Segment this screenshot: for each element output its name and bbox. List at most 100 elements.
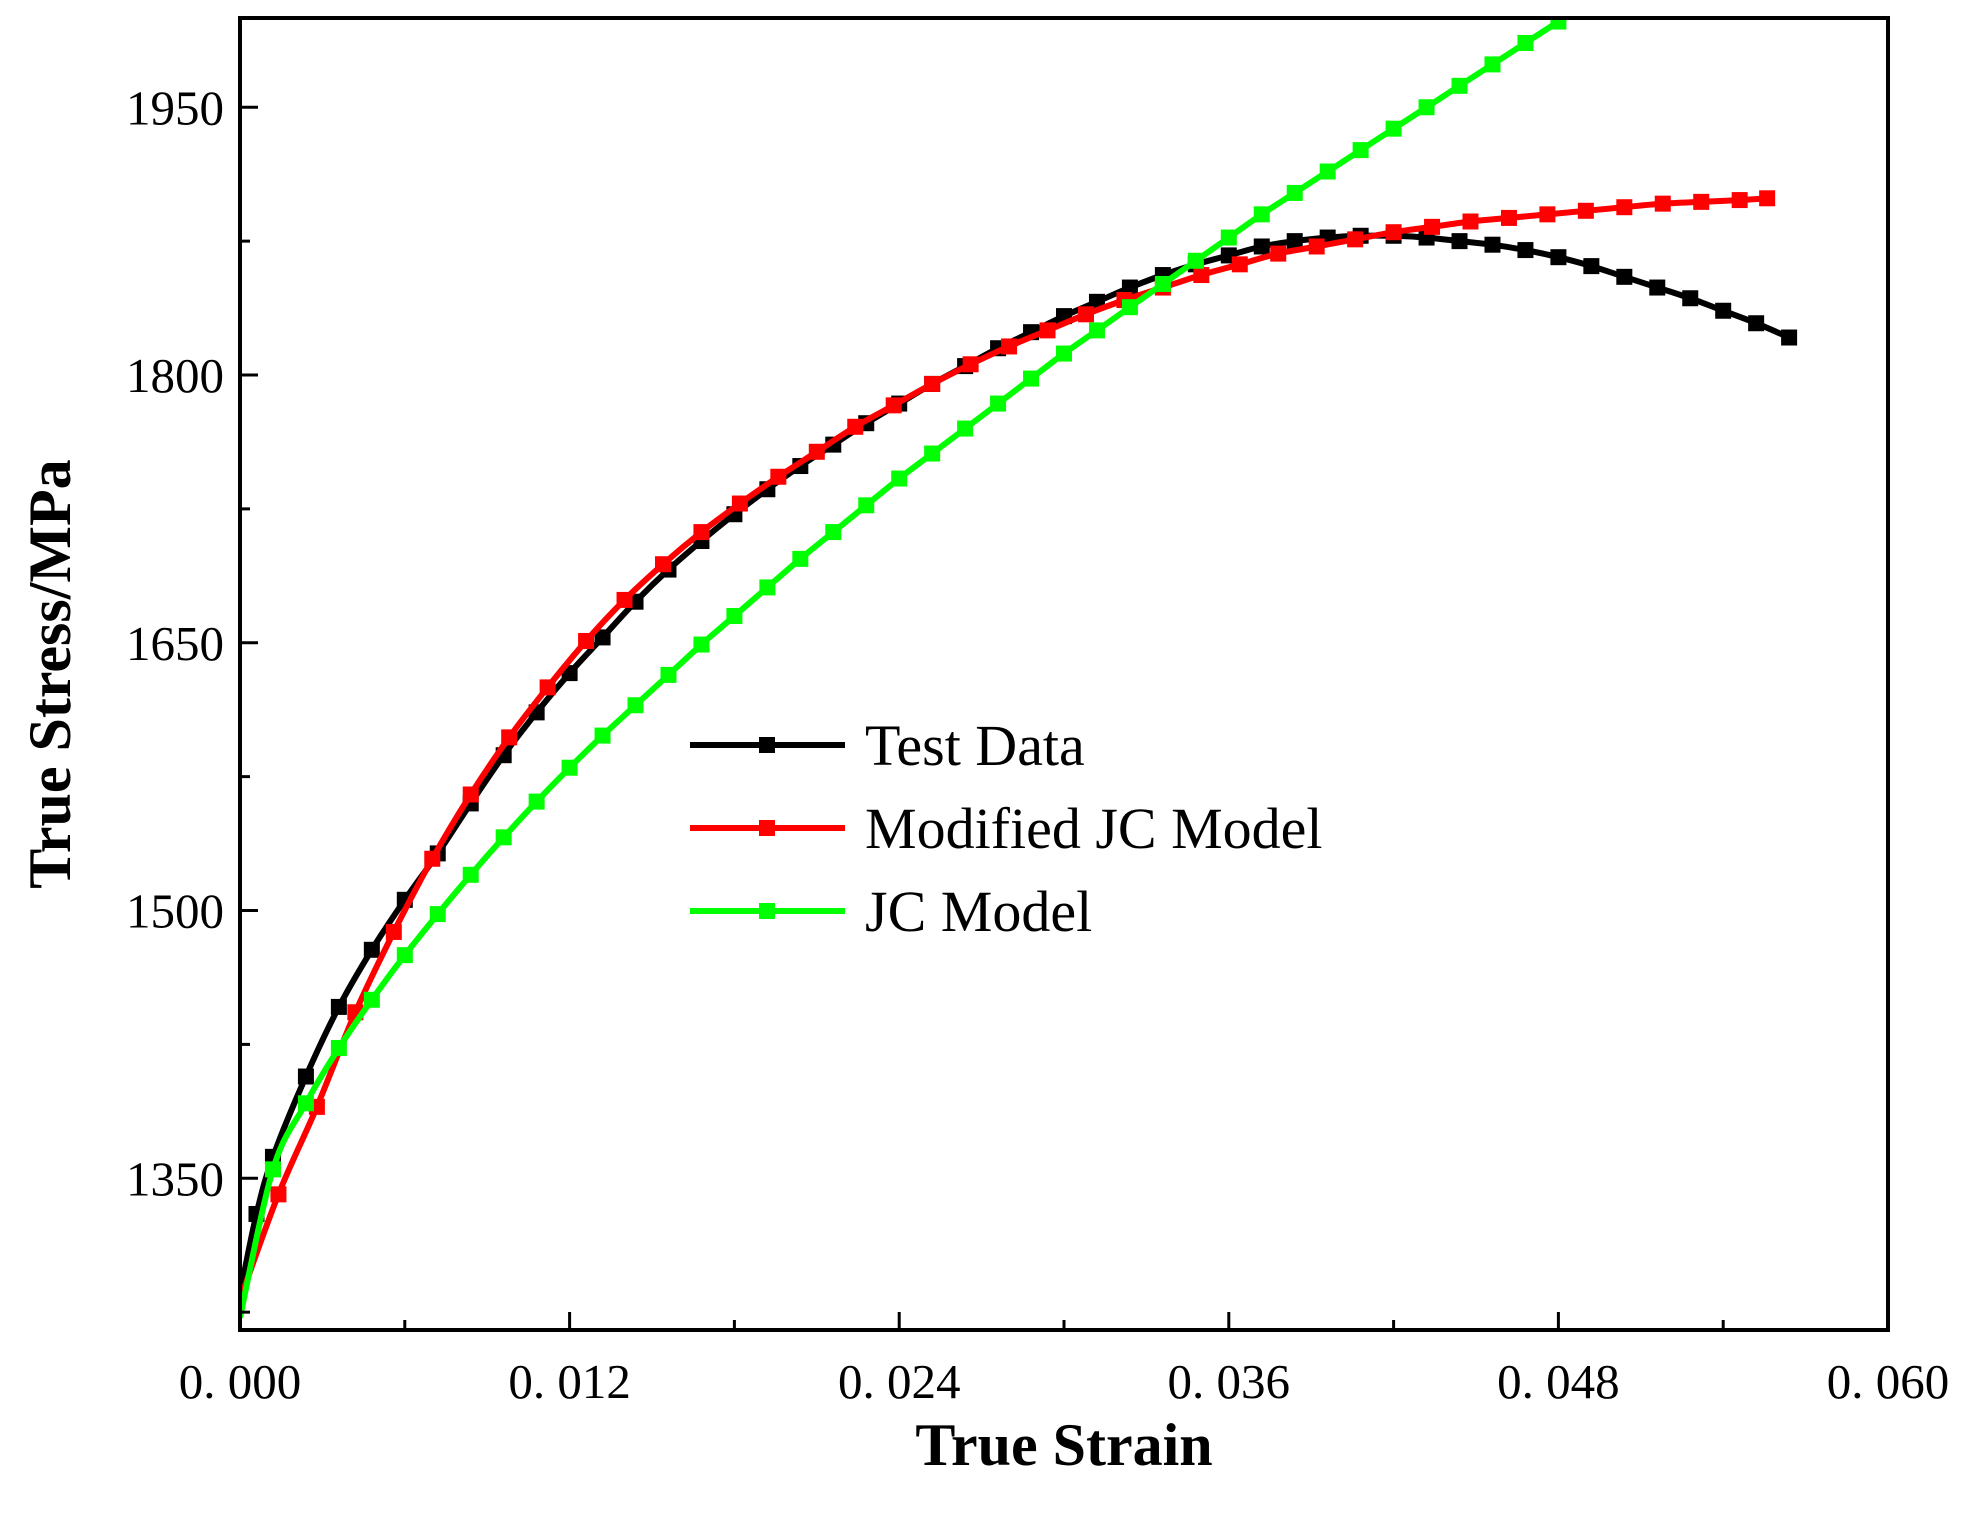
- data-point-marker: [1693, 193, 1710, 210]
- data-point-marker: [1308, 238, 1325, 255]
- data-point-marker: [1385, 224, 1402, 241]
- data-point-marker: [1500, 209, 1517, 226]
- data-point-marker: [270, 1186, 287, 1203]
- data-point-marker: [924, 445, 941, 462]
- data-point-marker: [1484, 236, 1501, 253]
- y-tick-label: 1650: [126, 616, 224, 671]
- data-point-marker: [297, 1095, 314, 1112]
- data-point-marker: [594, 629, 611, 646]
- data-point-marker: [1220, 229, 1237, 246]
- data-point-marker: [759, 579, 776, 596]
- data-point-marker: [654, 556, 671, 573]
- data-point-marker: [1286, 233, 1303, 250]
- data-point-marker: [1577, 202, 1594, 219]
- data-point-marker: [726, 607, 743, 624]
- data-point-marker: [1187, 252, 1204, 269]
- data-point-marker: [1193, 267, 1210, 284]
- data-point-marker: [957, 420, 974, 437]
- legend-label: JC Model: [865, 879, 1092, 944]
- x-tick-label: 0. 060: [1827, 1354, 1950, 1409]
- data-point-marker: [424, 850, 441, 867]
- data-point-marker: [847, 418, 864, 435]
- data-point-marker: [1451, 77, 1468, 94]
- y-tick-label: 1350: [126, 1151, 224, 1206]
- data-point-marker: [429, 906, 446, 923]
- data-point-marker: [539, 679, 556, 696]
- data-point-marker: [1424, 218, 1441, 235]
- data-point-marker: [858, 497, 875, 514]
- data-point-marker: [1583, 258, 1600, 275]
- data-point-marker: [891, 470, 908, 487]
- data-point-marker: [1319, 163, 1336, 180]
- data-point-marker: [660, 666, 677, 683]
- legend-marker: [759, 903, 775, 919]
- data-point-marker: [1451, 233, 1468, 250]
- data-point-marker: [561, 759, 578, 776]
- data-point-marker: [363, 991, 380, 1008]
- data-point-marker: [1231, 256, 1248, 273]
- y-tick-label: 1950: [126, 80, 224, 135]
- legend-marker: [759, 737, 775, 753]
- data-point-marker: [1253, 238, 1270, 255]
- data-point-marker: [693, 636, 710, 653]
- y-tick-label: 1800: [126, 348, 224, 403]
- data-point-marker: [495, 829, 512, 846]
- data-point-marker: [792, 550, 809, 567]
- data-point-marker: [1001, 338, 1018, 355]
- x-tick-label: 0. 048: [1497, 1354, 1620, 1409]
- data-point-marker: [1616, 199, 1633, 216]
- data-point-marker: [990, 395, 1007, 412]
- data-point-marker: [1649, 279, 1666, 296]
- series-group: [240, 18, 1798, 1319]
- data-point-marker: [1781, 329, 1798, 346]
- data-point-marker: [1154, 275, 1171, 292]
- data-point-marker: [1088, 322, 1105, 339]
- data-point-marker: [1347, 231, 1364, 248]
- data-point-marker: [528, 793, 545, 810]
- data-point-marker: [1731, 192, 1748, 209]
- legend: Test Data Modified JC Model JC Model: [690, 713, 1323, 944]
- y-tick-label: 1500: [126, 884, 224, 939]
- data-point-marker: [1270, 245, 1287, 262]
- data-point-marker: [1286, 184, 1303, 201]
- data-point-marker: [825, 524, 842, 541]
- data-point-marker: [1539, 206, 1556, 223]
- axis-ticks: 0. 000 0. 012 0. 024 0. 036 0. 048 0. 060 1350…: [126, 80, 1949, 1409]
- legend-label: Modified JC Model: [865, 796, 1323, 861]
- y-axis-title: True Stress/MPa: [17, 459, 83, 888]
- data-point-marker: [693, 524, 710, 541]
- data-point-marker: [1385, 120, 1402, 137]
- legend-item: JC Model: [690, 879, 1092, 944]
- data-point-marker: [264, 1161, 281, 1178]
- data-point-marker: [1616, 268, 1633, 285]
- data-point-marker: [330, 998, 347, 1015]
- data-point-marker: [363, 941, 380, 958]
- series-jc-model: [240, 18, 1570, 1319]
- data-point-marker: [1484, 56, 1501, 73]
- x-tick-label: 0. 012: [508, 1354, 631, 1409]
- data-point-marker: [1517, 242, 1534, 259]
- legend-marker: [759, 820, 775, 836]
- data-point-marker: [1418, 99, 1435, 116]
- data-point-marker: [1039, 322, 1056, 339]
- data-point-marker: [924, 375, 941, 392]
- data-point-marker: [396, 947, 413, 964]
- data-point-marker: [1715, 302, 1732, 319]
- data-point-marker: [1023, 370, 1040, 387]
- data-point-marker: [1654, 195, 1671, 212]
- data-point-marker: [330, 1039, 347, 1056]
- data-point-marker: [594, 727, 611, 744]
- legend-item: Test Data: [690, 713, 1085, 778]
- data-point-marker: [462, 866, 479, 883]
- data-point-marker: [1462, 213, 1479, 230]
- x-tick-label: 0. 036: [1168, 1354, 1291, 1409]
- legend-label: Test Data: [865, 713, 1085, 778]
- data-point-marker: [1077, 306, 1094, 323]
- data-point-marker: [1748, 315, 1765, 332]
- x-axis-title: True Strain: [915, 1412, 1212, 1478]
- data-point-marker: [616, 591, 633, 608]
- data-point-marker: [1550, 249, 1567, 266]
- data-point-marker: [1253, 206, 1270, 223]
